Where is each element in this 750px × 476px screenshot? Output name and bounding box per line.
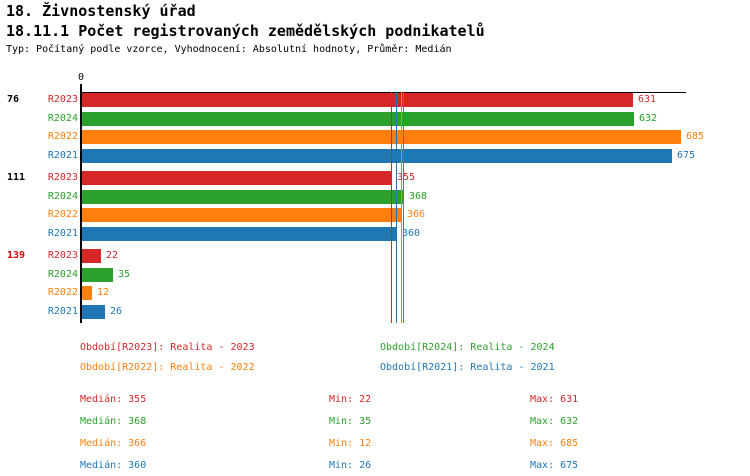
stat-min: Min: 26 [329,460,372,471]
stat-max: Max: 685 [530,438,579,449]
stat-max: Max: 632 [530,416,579,427]
stat-max: Max: 631 [530,394,579,405]
bar-value-label: 22 [106,250,119,261]
stat-median: Medián: 360 [80,460,147,471]
bar-series-label: R2024 [47,113,78,124]
bar [82,268,113,282]
bar-value-label: 26 [110,306,123,317]
group-label: 76 [7,94,20,105]
bar [82,149,672,163]
median-line [401,92,402,323]
bar-series-label: R2022 [47,287,78,298]
bar-series-label: R2021 [47,306,78,317]
bar-series-label: R2022 [47,131,78,142]
bar-series-label: R2022 [47,209,78,220]
bar-series-label: R2024 [47,191,78,202]
bar-value-label: 632 [639,113,658,124]
stat-max: Max: 675 [530,460,579,471]
legend-item: Období[R2023]: Realita - 2023 [80,342,255,353]
bar [82,286,92,300]
bar-value-label: 366 [407,209,426,220]
bar [82,227,397,241]
stat-min: Min: 22 [329,394,372,405]
x-axis-line [81,92,686,93]
bar-value-label: 631 [638,94,657,105]
bar-value-label: 355 [397,172,416,183]
bar [82,208,402,222]
legend-item: Období[R2022]: Realita - 2022 [80,362,255,373]
legend-item: Období[R2021]: Realita - 2021 [380,362,555,373]
bar-value-label: 685 [686,131,705,142]
bar-chart: 0 76 R2023 631 R2024 632 R2022 685 R2021 675 111 R… [7,72,705,323]
group-label: 111 [7,172,26,183]
bar [82,171,392,185]
bar-series-label: R2021 [47,150,78,161]
bar-value-label: 675 [677,150,696,161]
legend-item: Období[R2024]: Realita - 2024 [380,342,555,353]
bar [82,190,404,204]
median-line [391,92,392,323]
stat-median: Medián: 366 [80,438,147,449]
report-indicator-title: 18.11.1 Počet registrovaných zemědělskýc… [6,22,485,40]
report-section-title: 18. Živnostenský úřad [6,2,196,20]
median-line [403,92,404,323]
bar-series-label: R2024 [47,269,78,280]
bar-value-label: 368 [409,191,428,202]
bar-series-label: R2023 [47,94,78,105]
stat-min: Min: 35 [329,416,372,427]
bar-series-label: R2023 [47,172,78,183]
stat-min: Min: 12 [329,438,372,449]
bar-value-label: 35 [118,269,131,280]
bar-value-label: 360 [402,228,421,239]
bar [82,249,101,263]
median-line [396,92,397,323]
report-subtitle: Typ: Počítaný podle vzorce, Vyhodnocení:… [6,44,452,55]
axis-zero-label: 0 [77,72,85,83]
bar-series-label: R2021 [47,228,78,239]
stat-median: Medián: 355 [80,394,147,405]
group-label: 139 [7,250,26,261]
stat-median: Medián: 368 [80,416,147,427]
bar-series-label: R2023 [47,250,78,261]
bar-value-label: 12 [97,287,110,298]
y-axis-line [80,84,82,323]
bar [82,305,105,319]
bar [82,112,634,126]
bar [82,93,633,107]
bar [82,130,681,144]
